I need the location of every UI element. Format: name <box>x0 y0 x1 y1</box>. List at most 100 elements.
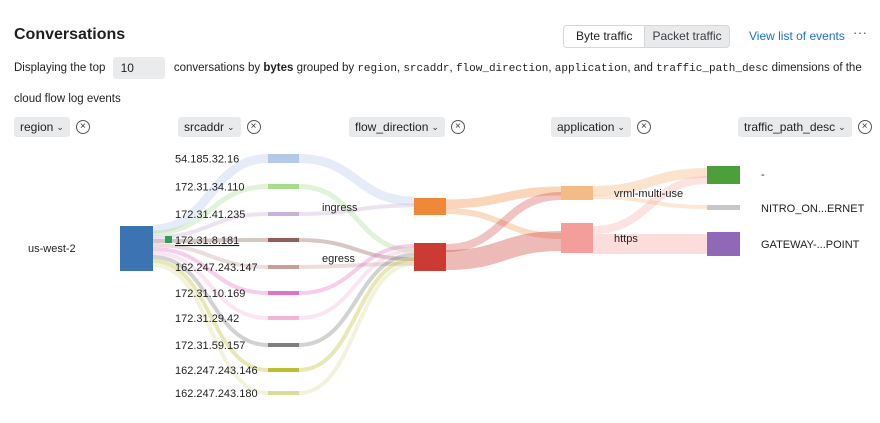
dimension-filter-application: application ⌄ × <box>551 117 651 137</box>
srcaddr-node[interactable] <box>268 212 299 216</box>
sankey-link <box>298 154 415 206</box>
srcaddr-node[interactable] <box>268 343 299 347</box>
sankey-link <box>152 255 269 347</box>
desc-dim: region <box>357 63 397 75</box>
page-title: Conversations <box>14 26 126 43</box>
desc-suffix: dimensions of the cloud flow log events <box>14 62 862 105</box>
srcaddr-node[interactable] <box>268 238 299 242</box>
sankey-link <box>298 261 415 269</box>
application-node[interactable] <box>561 186 593 200</box>
dimension-dropdown[interactable]: application ⌄ <box>551 117 631 137</box>
sankey-link <box>152 154 269 234</box>
srcaddr-label: 162.247.243.147 <box>175 262 258 274</box>
srcaddr-label: 172.31.29.42 <box>175 313 239 325</box>
desc-grouped: grouped by <box>296 62 355 74</box>
desc-mid: conversations by <box>173 62 261 74</box>
chevron-down-icon: ⌄ <box>56 122 64 132</box>
srcaddr-label: 54.185.32.16 <box>175 154 239 166</box>
top-limit-input[interactable]: 10 <box>112 56 165 79</box>
srcaddr-node[interactable] <box>268 184 299 189</box>
srcaddr-label: 172.31.59.157 <box>175 340 245 352</box>
srcaddr-node[interactable] <box>268 391 299 395</box>
srcaddr-node[interactable] <box>268 316 299 320</box>
sankey-link <box>298 244 415 295</box>
sankey-link <box>445 192 562 252</box>
sankey-link <box>298 248 415 320</box>
more-options-icon[interactable]: ··· <box>853 25 868 40</box>
sankey-link <box>298 184 415 253</box>
dimension-label: application <box>557 120 615 134</box>
region-node[interactable] <box>120 226 153 271</box>
sankey-link <box>592 168 708 196</box>
srcaddr-node[interactable] <box>268 265 299 269</box>
srcaddr-label: 162.247.243.146 <box>175 365 258 377</box>
application-label: vrml-multi-use <box>614 188 683 200</box>
srcaddr-label: 172.31.10.169 <box>175 288 245 300</box>
chevron-down-icon: ⌄ <box>227 122 235 132</box>
sankey-link <box>592 195 708 209</box>
byte-traffic-tab[interactable]: Byte traffic <box>564 26 646 47</box>
dimension-filter-region: region ⌄ × <box>14 117 90 137</box>
traffic-type-toggle[interactable]: Byte traffic Packet traffic <box>563 25 730 48</box>
srcaddr-label: 172.31.8.181 <box>175 235 239 247</box>
dimension-dropdown[interactable]: traffic_path_desc ⌄ <box>738 117 852 137</box>
description: Displaying the top 10 conversations by b… <box>14 53 874 114</box>
srcaddr-node[interactable] <box>268 291 299 295</box>
dimension-filter-flow-direction: flow_direction ⌄ × <box>349 117 465 137</box>
remove-dimension-icon[interactable]: × <box>75 120 90 134</box>
desc-dim: application <box>554 63 628 75</box>
flow-direction-label: ingress <box>322 202 358 214</box>
sankey-link <box>152 259 269 372</box>
remove-dimension-icon[interactable]: × <box>636 120 651 134</box>
sankey-link <box>445 208 562 239</box>
selected-marker <box>165 236 172 243</box>
sankey-link <box>445 231 562 270</box>
application-label: https <box>614 233 638 245</box>
desc-prefix: Displaying the top <box>14 62 106 74</box>
dimension-label: traffic_path_desc <box>744 120 836 134</box>
desc-metric: bytes <box>263 62 294 74</box>
remove-dimension-icon[interactable]: × <box>246 120 261 134</box>
view-events-link[interactable]: View list of events <box>749 29 845 43</box>
remove-dimension-icon[interactable]: × <box>450 120 465 134</box>
dimension-label: region <box>20 120 54 134</box>
sankey-link <box>298 203 415 216</box>
sankey-link <box>152 263 269 395</box>
sankey-link <box>152 251 269 320</box>
sankey-link <box>152 184 269 236</box>
traffic-path-label: - <box>761 169 765 181</box>
packet-traffic-tab[interactable]: Packet traffic <box>652 29 722 43</box>
srcaddr-label: 162.247.243.180 <box>175 388 258 400</box>
desc-dim: srcaddr <box>403 63 450 75</box>
srcaddr-label: 172.31.41.235 <box>175 209 245 221</box>
traffic-path-node[interactable] <box>707 205 740 210</box>
sankey-link <box>152 247 269 295</box>
traffic-path-label: NITRO_ON...ERNET <box>761 203 865 215</box>
traffic-path-node[interactable] <box>707 232 740 256</box>
srcaddr-label: 172.31.34.110 <box>175 182 245 194</box>
sankey-link <box>592 176 708 234</box>
sankey-link <box>298 261 415 395</box>
srcaddr-node[interactable] <box>268 154 299 163</box>
application-node[interactable] <box>561 223 593 253</box>
sankey-link <box>298 238 415 262</box>
chevron-down-icon: ⌄ <box>431 122 439 132</box>
dimension-dropdown[interactable]: srcaddr ⌄ <box>178 117 241 137</box>
traffic-path-label: GATEWAY-...POINT <box>761 239 860 251</box>
chevron-down-icon: ⌄ <box>617 122 625 132</box>
sankey-link <box>298 257 415 372</box>
srcaddr-node[interactable] <box>268 368 299 372</box>
traffic-path-node[interactable] <box>707 166 740 184</box>
dimension-label: srcaddr <box>184 120 225 134</box>
remove-dimension-icon[interactable]: × <box>857 120 872 134</box>
dimension-filter-srcaddr: srcaddr ⌄ × <box>178 117 261 137</box>
dimension-dropdown[interactable]: flow_direction ⌄ <box>349 117 445 137</box>
chevron-down-icon: ⌄ <box>838 122 846 132</box>
flow-direction-node[interactable] <box>414 198 446 215</box>
region-label: us-west-2 <box>28 243 76 255</box>
dimension-label: flow_direction <box>355 120 429 134</box>
sankey-link <box>445 186 562 209</box>
dimension-dropdown[interactable]: region ⌄ <box>14 117 70 137</box>
flow-direction-node[interactable] <box>414 243 446 271</box>
